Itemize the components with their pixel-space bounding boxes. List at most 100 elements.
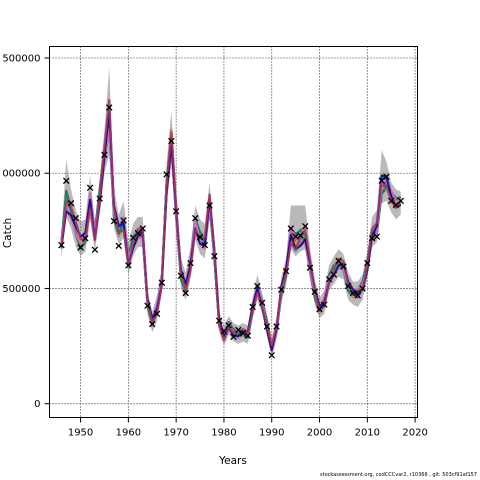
observed-marker-stroke <box>187 259 194 267</box>
observed-marker-stroke <box>158 279 166 286</box>
observed-marker-stroke <box>182 289 189 297</box>
observed-marker-stroke <box>354 292 362 299</box>
observed-marker-stroke <box>172 208 180 215</box>
observed-marker-stroke <box>273 323 280 330</box>
observed-marker-stroke <box>101 151 108 159</box>
observed-point <box>82 234 89 242</box>
observed-marker-stroke <box>115 242 123 250</box>
y-axis-title: Catch <box>2 218 14 248</box>
observed-point <box>368 234 376 242</box>
observed-point <box>306 264 314 271</box>
observed-marker-stroke <box>258 299 266 307</box>
observed-point <box>101 151 108 159</box>
observed-point <box>120 217 127 224</box>
observed-marker-stroke <box>316 305 323 313</box>
observed-point <box>192 214 199 222</box>
observed-point <box>67 199 75 207</box>
confidence-band <box>61 67 401 358</box>
fit-series-line <box>60 98 402 347</box>
observed-marker-stroke <box>235 326 242 334</box>
observed-point <box>397 197 405 205</box>
observed-point <box>301 222 309 230</box>
observed-marker-stroke <box>230 333 237 341</box>
observed-marker-stroke <box>192 214 199 222</box>
fit-series-line <box>60 104 402 346</box>
observed-point <box>325 275 333 283</box>
x-tick-label: 1960 <box>116 428 141 439</box>
observed-point <box>115 242 123 250</box>
observed-point <box>215 317 223 324</box>
observed-marker-stroke <box>254 282 261 290</box>
observed-point <box>292 233 299 240</box>
observed-marker-stroke <box>148 320 156 328</box>
observed-point <box>263 323 271 330</box>
observed-marker-stroke <box>325 275 333 283</box>
x-tick-label: 1950 <box>68 428 93 439</box>
observed-point <box>77 244 84 251</box>
observed-point <box>211 252 218 260</box>
y-tick-label: 0 <box>34 399 40 410</box>
y-tick-label: 500000 <box>2 284 40 295</box>
observed-point <box>168 137 175 145</box>
x-axis-title: Years <box>218 455 247 467</box>
footer-credit: stockassessment.org, codCCCvar2, r10366 … <box>320 472 477 478</box>
observed-point <box>177 272 185 280</box>
observed-marker-stroke <box>134 229 142 237</box>
observed-point <box>316 305 323 313</box>
observed-marker-stroke <box>373 233 381 240</box>
observed-marker-stroke <box>249 303 256 311</box>
observed-point <box>96 195 103 202</box>
observed-marker-stroke <box>311 288 319 296</box>
observed-marker-stroke <box>321 301 328 308</box>
observed-point <box>129 234 137 242</box>
observed-marker-stroke <box>125 262 132 269</box>
observed-point <box>72 214 80 222</box>
observed-marker-stroke <box>244 332 252 339</box>
observed-marker-stroke <box>368 234 376 242</box>
observed-marker-stroke <box>96 195 103 202</box>
observed-point <box>282 267 290 275</box>
observed-point <box>163 171 170 178</box>
observed-point <box>349 289 357 297</box>
observed-point <box>235 326 242 334</box>
observed-marker-stroke <box>105 104 113 111</box>
fit-series-line <box>60 100 402 349</box>
observed-point <box>268 352 275 359</box>
observed-point <box>340 263 347 270</box>
observed-point <box>182 289 189 297</box>
observed-point <box>373 233 381 240</box>
observed-point <box>297 232 304 239</box>
observed-point <box>230 333 237 341</box>
grid-layer <box>49 46 418 418</box>
observed-point <box>258 299 266 307</box>
observed-marker-stroke <box>77 244 84 251</box>
observed-point <box>311 288 319 296</box>
observed-point <box>239 330 247 337</box>
y-tick-label: 000000 <box>2 169 40 180</box>
x-tick-label: 1970 <box>163 428 188 439</box>
x-tick-label: 2010 <box>355 428 380 439</box>
observed-marker-stroke <box>387 197 395 205</box>
observed-marker-stroke <box>335 257 342 265</box>
observed-marker-stroke <box>129 234 137 242</box>
observed-point <box>196 234 204 241</box>
confidence-band-layer <box>61 67 401 358</box>
observed-marker-stroke <box>153 310 161 318</box>
observed-marker-stroke <box>196 234 204 241</box>
observed-marker-stroke <box>278 286 285 293</box>
observed-marker-stroke <box>201 241 209 249</box>
observed-marker-stroke <box>239 330 247 337</box>
observed-marker-stroke <box>110 217 118 225</box>
x-tick-label: 2020 <box>402 428 427 439</box>
observed-marker-stroke <box>301 222 309 230</box>
observed-point <box>58 241 65 249</box>
observed-point <box>139 225 146 232</box>
observed-point <box>91 246 99 254</box>
observed-point <box>244 332 252 339</box>
observed-marker-stroke <box>383 173 390 180</box>
observed-point <box>287 225 295 232</box>
observed-marker-stroke <box>344 282 352 290</box>
observed-marker-stroke <box>58 241 65 249</box>
observed-point <box>330 271 338 278</box>
